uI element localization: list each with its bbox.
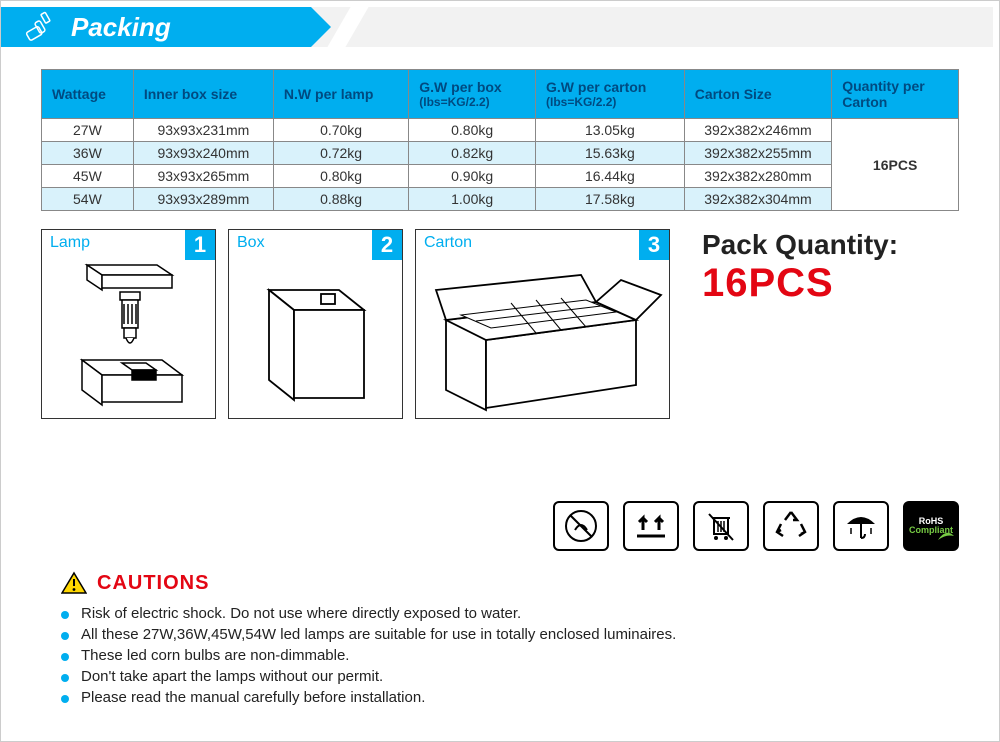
- compliance-icons: RoHSCompliant: [553, 501, 959, 551]
- section-header: Packing: [1, 7, 993, 47]
- table-row: 45W 93x93x265mm 0.80kg 0.90kg 16.44kg 39…: [42, 165, 959, 188]
- th-carton-size: Carton Size: [684, 70, 832, 119]
- rohs-icon: RoHSCompliant: [903, 501, 959, 551]
- pack-quantity-value: 16PCS: [702, 261, 898, 306]
- th-gw-box: G.W per box(Ibs=KG/2.2): [409, 70, 536, 119]
- table-row: 54W 93x93x289mm 0.88kg 1.00kg 17.58kg 39…: [42, 188, 959, 211]
- do-not-cover-icon: [553, 501, 609, 551]
- cautions-section: CAUTIONS Risk of electric shock. Do not …: [61, 571, 959, 710]
- diagram-panels: 1 Lamp 2 Box: [41, 229, 959, 419]
- th-qty: Quantity perCarton: [832, 70, 959, 119]
- pack-quantity-label: Pack Quantity:: [702, 229, 898, 261]
- table-row: 27W 93x93x231mm 0.70kg 0.80kg 13.05kg 39…: [42, 119, 959, 142]
- section-title: Packing: [71, 12, 171, 43]
- caution-item: All these 27W,36W,45W,54W led lamps are …: [61, 626, 959, 643]
- table-row: 36W 93x93x240mm 0.72kg 0.82kg 15.63kg 39…: [42, 142, 959, 165]
- bulb-icon: [21, 11, 61, 43]
- weee-bin-icon: [693, 501, 749, 551]
- carton-diagram-icon: [416, 230, 671, 420]
- warning-icon: [61, 571, 87, 595]
- caution-item: Risk of electric shock. Do not use where…: [61, 605, 959, 622]
- pack-quantity: Pack Quantity: 16PCS: [702, 229, 898, 306]
- this-way-up-icon: [623, 501, 679, 551]
- th-inner-box: Inner box size: [133, 70, 273, 119]
- qty-cell: 16PCS: [832, 119, 959, 211]
- panel-carton: 3 Carton: [415, 229, 670, 419]
- keep-dry-icon: [833, 501, 889, 551]
- recycle-icon: [763, 501, 819, 551]
- panel-box: 2 Box: [228, 229, 403, 419]
- th-gw-carton: G.W per carton(Ibs=KG/2.2): [536, 70, 685, 119]
- panel-lamp: 1 Lamp: [41, 229, 216, 419]
- caution-item: Please read the manual carefully before …: [61, 689, 959, 706]
- packing-table: Wattage Inner box size N.W per lamp G.W …: [41, 69, 959, 211]
- th-nw: N.W per lamp: [273, 70, 408, 119]
- th-wattage: Wattage: [42, 70, 134, 119]
- caution-item: These led corn bulbs are non-dimmable.: [61, 647, 959, 664]
- cautions-title: CAUTIONS: [97, 572, 209, 595]
- caution-item: Don't take apart the lamps without our p…: [61, 668, 959, 685]
